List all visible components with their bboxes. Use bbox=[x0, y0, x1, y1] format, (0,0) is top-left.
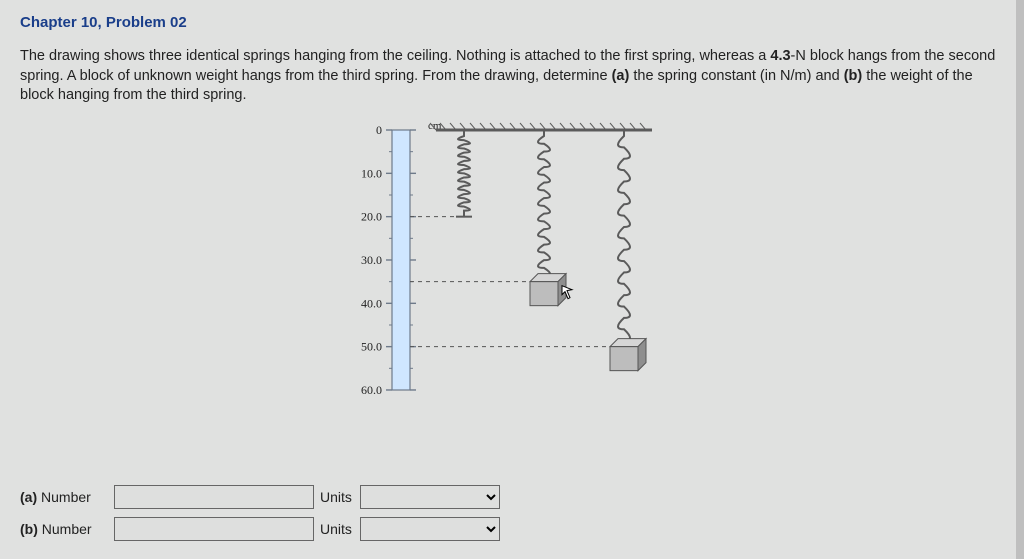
answer-row-b: (b) Number Units bbox=[20, 517, 500, 541]
spring-diagram: 010.020.030.040.050.060.0cm bbox=[322, 118, 702, 418]
svg-text:20.0: 20.0 bbox=[361, 209, 382, 223]
svg-text:60.0: 60.0 bbox=[361, 383, 382, 397]
svg-text:0: 0 bbox=[376, 123, 382, 137]
answer-b-input[interactable] bbox=[114, 517, 314, 541]
answer-a-prefix: (a) bbox=[20, 489, 37, 505]
problem-pre: The drawing shows three identical spring… bbox=[20, 48, 770, 64]
answer-b-label: (b) Number bbox=[20, 521, 114, 537]
problem-b: (b) bbox=[844, 68, 863, 84]
svg-text:10.0: 10.0 bbox=[361, 166, 382, 180]
answer-a-units-select[interactable] bbox=[360, 485, 500, 509]
answer-row-a: (a) Number Units bbox=[20, 485, 500, 509]
answer-a-label: (a) Number bbox=[20, 489, 114, 505]
problem-text: The drawing shows three identical spring… bbox=[20, 47, 1004, 106]
answer-a-units-label: Units bbox=[320, 489, 352, 505]
answers-block: (a) Number Units (b) Number Units bbox=[20, 477, 500, 541]
answer-a-input[interactable] bbox=[114, 485, 314, 509]
svg-text:30.0: 30.0 bbox=[361, 253, 382, 267]
problem-a: (a) bbox=[612, 68, 630, 84]
diagram-container: 010.020.030.040.050.060.0cm bbox=[20, 118, 1004, 418]
problem-force: 4.3 bbox=[770, 48, 790, 64]
svg-text:40.0: 40.0 bbox=[361, 296, 382, 310]
answer-a-labeltxt: Number bbox=[37, 489, 91, 505]
answer-b-units-select[interactable] bbox=[360, 517, 500, 541]
answer-b-labeltxt: Number bbox=[38, 521, 92, 537]
vertical-scrollbar[interactable] bbox=[1016, 0, 1024, 559]
problem-mid2: the spring constant (in N/m) and bbox=[629, 68, 843, 84]
answer-b-prefix: (b) bbox=[20, 521, 38, 537]
page-title: Chapter 10, Problem 02 bbox=[20, 14, 1004, 31]
svg-text:50.0: 50.0 bbox=[361, 339, 382, 353]
answer-b-units-label: Units bbox=[320, 521, 352, 537]
